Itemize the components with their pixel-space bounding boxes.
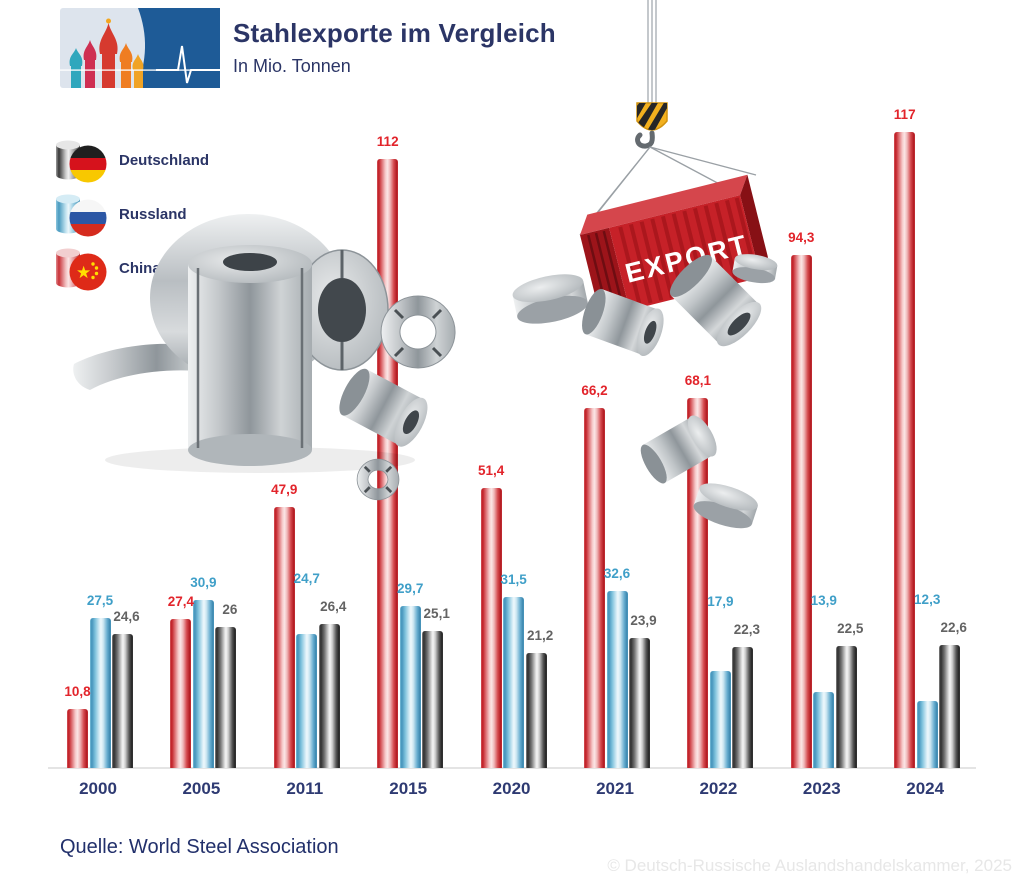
value-label-china-2021: 66,2 [581, 382, 608, 398]
copyright-note: © Deutsch-Russische Auslandshandelskamme… [607, 856, 1012, 875]
bar-germany-2021 [629, 637, 650, 768]
falling-steel-cylinder-icon [640, 415, 717, 484]
value-label-germany-2015: 25,1 [423, 606, 450, 622]
value-label-germany-2020: 21,2 [526, 627, 554, 643]
falling-steel-barrel-icon [582, 288, 664, 357]
bar-germany-2023 [835, 645, 857, 768]
russia-flag-icon [69, 199, 107, 237]
value-label-china-2005: 27,4 [167, 593, 195, 609]
bar-germany-2000 [112, 634, 133, 768]
value-label-russia-2022: 17,9 [707, 593, 734, 609]
year-label-2000: 2000 [79, 779, 117, 798]
bar-china-2000 [67, 709, 88, 768]
bar-germany-2015 [422, 631, 444, 768]
crane-cables-icon [647, 0, 657, 103]
legend-label-russland: Russland [119, 205, 187, 223]
value-label-china-2024: 117 [893, 106, 916, 122]
bar-germany-2011 [318, 624, 340, 768]
pulse-line-icon [156, 45, 220, 84]
legend-item-deutschland: Deutschland [55, 136, 209, 184]
value-label-china-2011: 47,9 [271, 482, 298, 498]
germany-flag-icon [69, 145, 107, 183]
value-label-china-2015: 112 [376, 133, 399, 149]
bar-china-2011 [273, 507, 295, 768]
bar-russia-2022 [709, 670, 731, 768]
bar-china-2024 [894, 131, 916, 768]
value-label-russia-2021: 32,6 [603, 565, 631, 581]
bar-china-2021 [584, 407, 605, 768]
legend-label-deutschland: Deutschland [119, 151, 210, 169]
value-label-germany-2000: 24,6 [113, 609, 140, 625]
falling-steel-tube-icon [669, 254, 762, 347]
value-label-russia-2011: 24,7 [293, 571, 320, 587]
value-label-germany-2023: 22,5 [837, 620, 864, 636]
bar-germany-2024 [939, 645, 961, 768]
bar-russia-2020 [503, 596, 525, 768]
bar-germany-2022 [732, 646, 754, 768]
bar-russia-2005 [192, 599, 214, 768]
year-label-2022: 2022 [699, 779, 738, 798]
value-label-china-2022: 68,1 [684, 372, 712, 388]
bar-russia-2021 [606, 590, 628, 768]
value-label-russia-2024: 12,3 [914, 592, 941, 608]
bar-germany-2020 [525, 652, 547, 768]
value-label-china-2000: 10,8 [64, 684, 91, 700]
steel-ring-icon [380, 295, 456, 369]
value-label-china-2020: 51,4 [477, 463, 505, 479]
value-label-russia-2005: 30,9 [190, 574, 217, 590]
year-label-2005: 2005 [182, 779, 221, 798]
crane-container-illustration: EXPORT [512, 0, 778, 529]
value-label-germany-2022: 22,3 [733, 621, 761, 637]
page-title: Stahlexporte im Vergleich [233, 18, 556, 48]
bar-russia-2000 [89, 618, 111, 768]
steel-small-ring-icon [356, 458, 400, 501]
page-subtitle: In Mio. Tonnen [233, 56, 351, 76]
china-flag-icon: ★ [69, 253, 107, 291]
year-label-2020: 2020 [492, 779, 531, 798]
bar-russia-2011 [296, 633, 318, 768]
bar-china-2020 [480, 488, 502, 768]
value-label-germany-2024: 22,6 [940, 620, 967, 636]
steel-barrel-icon [339, 368, 428, 447]
year-label-2021: 2021 [596, 779, 634, 798]
year-label-2023: 2023 [802, 779, 841, 798]
steel-coils-illustration [73, 214, 456, 501]
crane-hook-icon [635, 102, 668, 149]
value-label-germany-2021: 23,9 [630, 612, 657, 628]
year-label-2015: 2015 [389, 779, 428, 798]
st-basils-cathedral-with-pulse-line-icon [60, 8, 220, 88]
legend-label-china: China [119, 259, 161, 277]
bar-china-2005 [170, 618, 192, 768]
source-note: Quelle: World Steel Association [60, 836, 339, 858]
year-label-2011: 2011 [286, 779, 324, 798]
legend-item-russland: Russland [55, 190, 187, 238]
falling-steel-coin-small-icon [732, 254, 778, 284]
x-axis-baseline [48, 767, 976, 769]
falling-steel-coin-icon [512, 274, 588, 324]
legend-item-china: ★ China [55, 244, 161, 292]
year-label-2024: 2024 [906, 779, 945, 798]
bar-china-2023 [790, 255, 812, 768]
bar-russia-2024 [916, 701, 938, 768]
value-label-russia-2023: 13,9 [810, 592, 837, 608]
svg-text:★: ★ [76, 263, 91, 283]
value-label-russia-2020: 31,5 [500, 571, 527, 587]
bar-russia-2023 [813, 692, 835, 768]
falling-steel-coin-tilted-icon [693, 483, 758, 529]
bar-russia-2015 [399, 606, 421, 768]
value-label-russia-2015: 29,7 [397, 581, 424, 597]
chamber-logo [60, 8, 220, 88]
value-label-china-2023: 94,3 [788, 230, 815, 245]
value-label-russia-2000: 27,5 [86, 593, 114, 609]
bar-germany-2005 [215, 626, 237, 768]
value-label-germany-2005: 26 [222, 601, 238, 617]
value-label-germany-2011: 26,4 [320, 599, 347, 615]
